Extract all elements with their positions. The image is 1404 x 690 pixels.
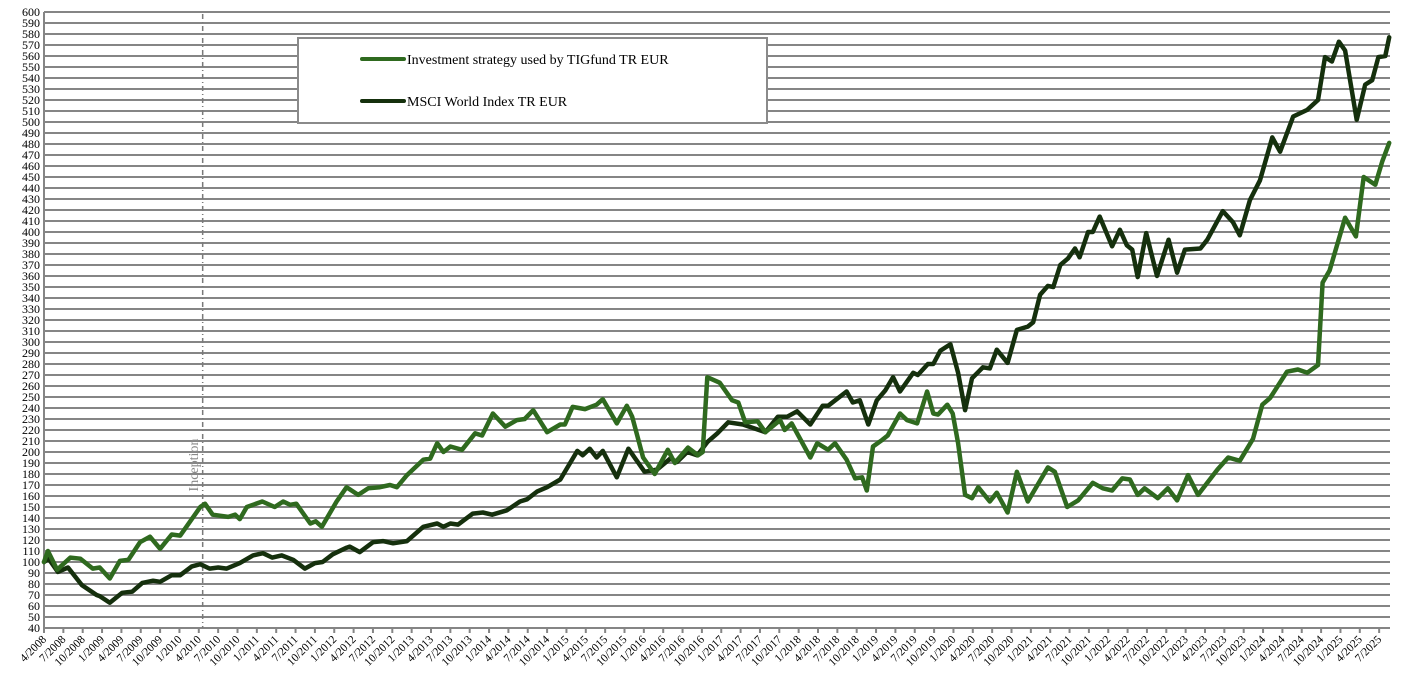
y-tick-label: 420 [22, 203, 40, 217]
y-tick-label: 530 [22, 82, 40, 96]
y-tick-label: 220 [22, 423, 40, 437]
y-tick-label: 350 [22, 280, 40, 294]
y-tick-label: 390 [22, 236, 40, 250]
y-tick-label: 300 [22, 335, 40, 349]
y-tick-label: 310 [22, 324, 40, 338]
inception-annotation: Inception [187, 14, 204, 628]
y-tick-label: 210 [22, 434, 40, 448]
y-tick-label: 430 [22, 192, 40, 206]
legend-box [297, 37, 768, 124]
y-tick-label: 260 [22, 379, 40, 393]
x-axis: 4/20087/200810/20081/20094/20097/200910/… [18, 628, 1384, 669]
y-tick-label: 230 [22, 412, 40, 426]
y-tick-label: 540 [22, 71, 40, 85]
y-tick-label: 550 [22, 60, 40, 74]
y-tick-label: 500 [22, 115, 40, 129]
legend-label-tigfund: Investment strategy used by TIGfund TR E… [407, 53, 669, 68]
y-tick-label: 570 [22, 38, 40, 52]
y-tick-label: 240 [22, 401, 40, 415]
y-tick-label: 600 [22, 5, 40, 19]
y-tick-label: 70 [28, 588, 40, 602]
y-tick-label: 400 [22, 225, 40, 239]
inception-label: Inception [187, 439, 202, 492]
y-tick-label: 450 [22, 170, 40, 184]
y-tick-label: 330 [22, 302, 40, 316]
y-tick-label: 150 [22, 500, 40, 514]
series-line-msci-world [41, 35, 1392, 605]
y-tick-label: 110 [22, 544, 40, 558]
y-axis: 4050607080901001101201301401501601701801… [22, 5, 45, 635]
y-tick-label: 100 [22, 555, 40, 569]
y-tick-label: 180 [22, 467, 40, 481]
series-lines [41, 35, 1392, 605]
y-tick-label: 90 [28, 566, 40, 580]
y-tick-label: 200 [22, 445, 40, 459]
y-tick-label: 40 [28, 621, 40, 635]
y-tick-label: 170 [22, 478, 40, 492]
series-line-tigfund [41, 140, 1392, 581]
y-tick-label: 470 [22, 148, 40, 162]
y-tick-label: 320 [22, 313, 40, 327]
y-tick-label: 560 [22, 49, 40, 63]
y-tick-label: 290 [22, 346, 40, 360]
y-tick-label: 340 [22, 291, 40, 305]
y-tick-label: 250 [22, 390, 40, 404]
legend: Investment strategy used by TIGfund TR E… [297, 37, 768, 124]
y-tick-label: 520 [22, 93, 40, 107]
y-tick-label: 190 [22, 456, 40, 470]
y-tick-label: 580 [22, 27, 40, 41]
y-tick-label: 270 [22, 368, 40, 382]
y-tick-label: 160 [22, 489, 40, 503]
y-tick-label: 410 [22, 214, 40, 228]
y-tick-label: 510 [22, 104, 40, 118]
y-tick-label: 50 [28, 610, 40, 624]
y-tick-label: 360 [22, 269, 40, 283]
y-tick-label: 80 [28, 577, 40, 591]
y-tick-label: 60 [28, 599, 40, 613]
y-tick-label: 140 [22, 511, 40, 525]
y-tick-label: 460 [22, 159, 40, 173]
y-tick-label: 590 [22, 16, 40, 30]
y-tick-label: 440 [22, 181, 40, 195]
y-tick-label: 130 [22, 522, 40, 536]
y-tick-label: 280 [22, 357, 40, 371]
y-tick-label: 480 [22, 137, 40, 151]
y-tick-label: 490 [22, 126, 40, 140]
gridlines [44, 11, 1390, 629]
y-tick-label: 370 [22, 258, 40, 272]
legend-label-msci: MSCI World Index TR EUR [407, 95, 568, 110]
y-tick-label: 120 [22, 533, 40, 547]
y-tick-label: 380 [22, 247, 40, 261]
